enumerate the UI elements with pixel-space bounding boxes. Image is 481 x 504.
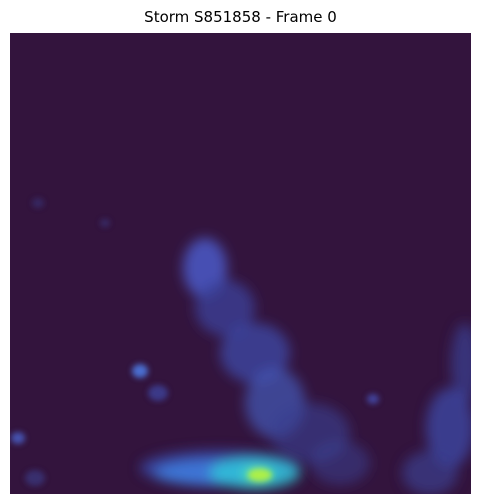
radar-canvas bbox=[10, 33, 471, 494]
figure-title: Storm S851858 - Frame 0 bbox=[144, 8, 337, 26]
radar-background bbox=[10, 33, 471, 494]
storm-band-right bbox=[402, 323, 471, 494]
storm-band-upper bbox=[183, 238, 370, 485]
radar-image bbox=[10, 33, 471, 494]
storm-core-peak bbox=[248, 469, 272, 481]
storm-cells-left bbox=[11, 198, 379, 486]
